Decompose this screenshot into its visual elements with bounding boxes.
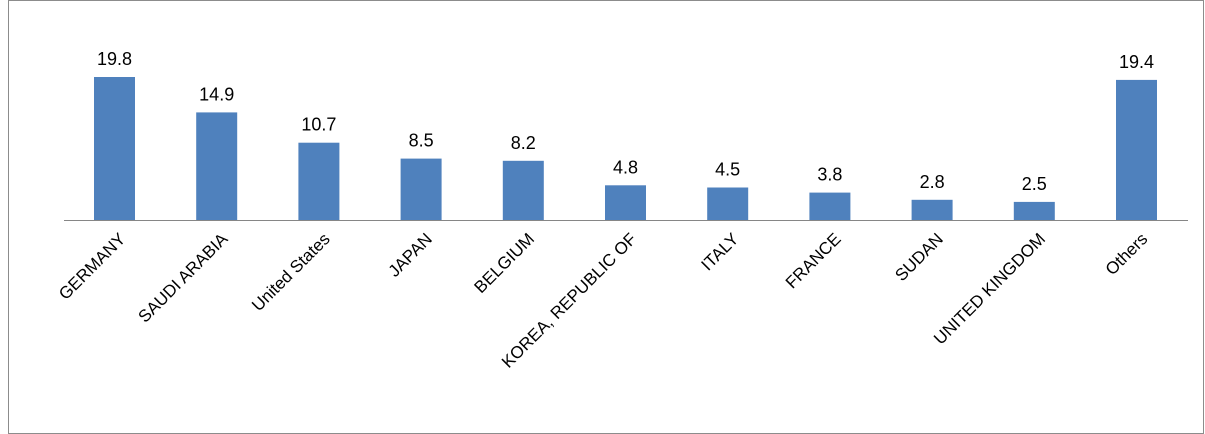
bars-layer xyxy=(94,77,1157,221)
bar-united-states xyxy=(298,142,340,220)
category-label: BELGIUM xyxy=(471,229,539,297)
data-label: 8.2 xyxy=(511,133,536,153)
category-label: UNITED KINGDOM xyxy=(930,229,1049,348)
data-label: 3.8 xyxy=(817,165,842,185)
bar-germany xyxy=(94,77,135,220)
bar-france xyxy=(809,192,851,220)
data-label: 14.9 xyxy=(199,84,234,104)
data-label: 2.5 xyxy=(1022,174,1047,194)
category-label: United States xyxy=(248,229,334,315)
bar-belgium xyxy=(502,160,544,220)
category-label: SAUDI ARABIA xyxy=(135,229,232,326)
category-label: GERMANY xyxy=(55,229,129,303)
bar-united-kingdom xyxy=(1013,201,1055,220)
data-labels-layer: 19.8 14.9 10.7 8.5 8.2 4.8 4.5 3.8 2.8 2.5 19.4 xyxy=(97,49,1154,194)
category-label: FRANCE xyxy=(782,229,845,292)
data-label: 8.5 xyxy=(409,131,434,151)
data-label: 19.8 xyxy=(97,49,132,69)
bar-japan xyxy=(400,158,442,220)
data-label: 10.7 xyxy=(301,115,336,135)
category-labels-layer: GERMANY SAUDI ARABIA United States JAPAN BEL… xyxy=(55,229,1151,372)
data-label: 2.8 xyxy=(920,172,945,192)
bar-sudan xyxy=(911,199,953,220)
data-label: 4.8 xyxy=(613,157,638,177)
bar-korea-republic-of xyxy=(605,185,646,220)
data-label: 4.5 xyxy=(715,160,740,180)
category-label: SUDAN xyxy=(891,229,947,285)
bar-others xyxy=(1116,79,1157,221)
category-label: JAPAN xyxy=(385,229,436,280)
bar-saudi-arabia xyxy=(196,112,238,220)
bar-italy xyxy=(707,187,749,220)
data-label: 19.4 xyxy=(1119,52,1154,72)
category-label: Others xyxy=(1102,229,1152,279)
category-label: ITALY xyxy=(697,229,742,274)
